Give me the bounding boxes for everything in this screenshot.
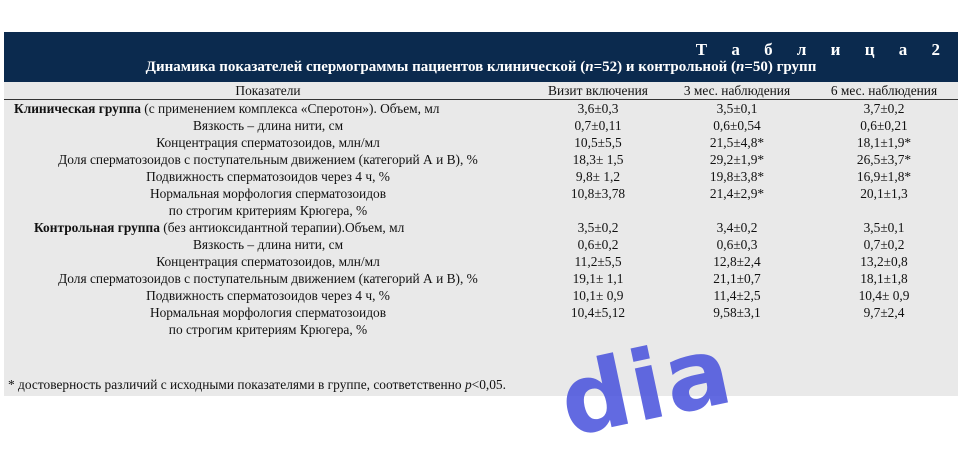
- row-label: Доля сперматозоидов с поступательным дви…: [58, 271, 478, 286]
- table-cell: 18,1±1,8: [860, 271, 908, 286]
- row-label: Подвижность сперматозоидов через 4 ч, %: [146, 169, 390, 184]
- table-cell: 10,8±3,78: [570, 186, 626, 201]
- table-cell: 3,5±0,1: [716, 101, 758, 116]
- table-cell: 0,6±0,3: [716, 237, 758, 252]
- clinical-group-note: (с применением комплекса «Сперотон»). Об…: [140, 101, 440, 116]
- table-cell: 21,5±4,8*: [709, 135, 765, 150]
- row-label: Вязкость – длина нити, см: [192, 237, 344, 252]
- table-row: Нормальная морфология сперматозоидов по с…: [4, 304, 958, 338]
- table-cell: 0,6±0,2: [577, 237, 619, 252]
- col-header-baseline: Визит включения: [532, 82, 664, 100]
- table-cell: 18,1±1,9*: [856, 135, 912, 150]
- table-cell: 13,2±0,8: [860, 254, 908, 269]
- table-row: Концентрация сперматозоидов, млн/мл 10,5…: [4, 134, 958, 151]
- table-row: Вязкость – длина нити, см 0,6±0,2 0,6±0,…: [4, 236, 958, 253]
- table-cell: 20,1±1,3: [860, 186, 908, 201]
- table-cell: 0,7±0,11: [574, 118, 622, 133]
- table-number: Т а б л и ц а 2: [695, 40, 950, 59]
- row-label: Нормальная морфология сперматозоидов по с…: [4, 185, 532, 219]
- table-row: Вязкость – длина нити, см 0,7±0,11 0,6±0…: [4, 117, 958, 134]
- table-cell: 11,4±2,5: [713, 288, 761, 303]
- table-cell: 3,7±0,2: [863, 101, 905, 116]
- row-label: Концентрация сперматозоидов, млн/мл: [156, 135, 380, 150]
- table-cell: 9,7±2,4: [863, 305, 905, 320]
- table-cell: 3,5±0,2: [577, 220, 619, 235]
- row-label-line2: по строгим критериям Крюгера, %: [168, 322, 368, 337]
- table-cell: 29,2±1,9*: [709, 152, 765, 167]
- table-cell: 21,4±2,9*: [709, 186, 765, 201]
- table-cell: 10,1± 0,9: [572, 288, 624, 303]
- table-cell: 3,6±0,3: [577, 101, 619, 116]
- table-cell: 3,5±0,1: [863, 220, 905, 235]
- row-label-line2: по строгим критериям Крюгера, %: [168, 203, 368, 218]
- table-cell: 10,4±5,12: [570, 305, 626, 320]
- table-cell: 9,58±3,1: [713, 305, 761, 320]
- col-header-6-months: 6 мес. наблюдения: [810, 82, 958, 100]
- table-row: Нормальная морфология сперматозоидов по с…: [4, 185, 958, 219]
- row-label: Нормальная морфология сперматозоидов по с…: [4, 304, 532, 338]
- row-label-line1: Нормальная морфология сперматозоидов: [149, 305, 387, 320]
- table-cell: 21,1±0,7: [713, 271, 761, 286]
- table-cell: 11,2±5,5: [574, 254, 622, 269]
- clinical-group-name: Клиническая группа: [14, 101, 141, 116]
- spermogram-table: Показатели Визит включения 3 мес. наблюд…: [4, 82, 958, 338]
- footnote: * достоверность различий с исходными пок…: [4, 376, 958, 396]
- col-header-indicators: Показатели: [4, 82, 532, 100]
- row-label: Концентрация сперматозоидов, млн/мл: [156, 254, 380, 269]
- row-label-line1: Нормальная морфология сперматозоидов: [149, 186, 387, 201]
- table-cell: 19,8±3,8*: [709, 169, 765, 184]
- table-row: Клиническая группа (с применением компле…: [4, 100, 958, 118]
- table-cell: 12,8±2,4: [713, 254, 761, 269]
- table-cell: 19,1± 1,1: [572, 271, 624, 286]
- top-whitespace: [0, 0, 962, 32]
- table-cell: 0,6±0,21: [860, 118, 908, 133]
- table-cell: 3,4±0,2: [716, 220, 758, 235]
- control-group-note: (без антиоксидантной терапии).Объем, мл: [159, 220, 405, 235]
- table-row: Подвижность сперматозоидов через 4 ч, % …: [4, 168, 958, 185]
- column-header-row: Показатели Визит включения 3 мес. наблюд…: [4, 82, 958, 100]
- data-table-container: Показатели Визит включения 3 мес. наблюд…: [4, 82, 958, 376]
- row-label: Вязкость – длина нити, см: [192, 118, 344, 133]
- table-cell: 0,7±0,2: [863, 237, 905, 252]
- table-row: Доля сперматозоидов с поступательным дви…: [4, 151, 958, 168]
- control-group-label: Контрольная группа (без антиоксидантной …: [4, 219, 532, 236]
- clinical-group-label: Клиническая группа (с применением компле…: [4, 100, 532, 118]
- table-cell: 16,9±1,8*: [856, 169, 912, 184]
- table-cell: 18,3± 1,5: [572, 152, 624, 167]
- table-cell: 0,6±0,54: [713, 118, 761, 133]
- table-cell: 9,8± 1,2: [575, 169, 621, 184]
- table-cell: 10,5±5,5: [574, 135, 622, 150]
- table-cell: 26,5±3,7*: [856, 152, 912, 167]
- table-cell: 10,4± 0,9: [858, 288, 910, 303]
- table-row: Контрольная группа (без антиоксидантной …: [4, 219, 958, 236]
- table-row: Доля сперматозоидов с поступательным дви…: [4, 270, 958, 287]
- table-header-bar: Т а б л и ц а 2 Динамика показателей спе…: [4, 32, 958, 82]
- col-header-3-months: 3 мес. наблюдения: [664, 82, 810, 100]
- table-row: Подвижность сперматозоидов через 4 ч, % …: [4, 287, 958, 304]
- row-label: Подвижность сперматозоидов через 4 ч, %: [146, 288, 390, 303]
- control-group-name: Контрольная группа: [34, 220, 160, 235]
- table-row: Концентрация сперматозоидов, млн/мл 11,2…: [4, 253, 958, 270]
- table-title: Динамика показателей спермограммы пациен…: [145, 59, 817, 75]
- row-label: Доля сперматозоидов с поступательным дви…: [58, 152, 478, 167]
